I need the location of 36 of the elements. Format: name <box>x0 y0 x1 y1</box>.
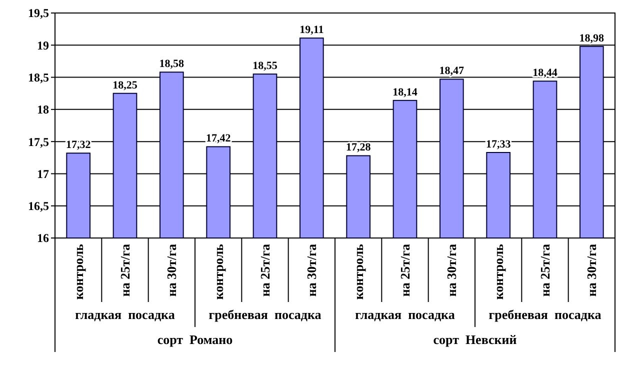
data-label: 18,25 <box>112 79 138 92</box>
text: сорт Невский <box>433 332 518 348</box>
x-tick-label: на 25т/га <box>118 244 133 297</box>
text: гребневая посадка <box>208 307 322 322</box>
data-label: 18,58 <box>159 58 185 70</box>
y-tick-label: 18,5 <box>28 70 49 84</box>
x-tick-label: на 25т/га <box>398 244 413 297</box>
data-label: 17,33 <box>486 138 512 150</box>
x-tick-label: на 25т/га <box>538 244 553 297</box>
data-label: 18,55 <box>252 60 278 72</box>
x-tick-label: на 30т/га <box>304 244 320 297</box>
x-tick-label: на 25т/га <box>258 244 273 297</box>
x-tick-label: контроль <box>70 244 86 300</box>
data-label: 18,47 <box>439 65 465 78</box>
y-tick-label: 19 <box>37 38 49 52</box>
data-label: 18,14 <box>392 86 418 98</box>
x-tick-label: контроль <box>490 244 506 300</box>
y-tick-label: 19,5 <box>28 6 49 20</box>
data-label: 19,11 <box>300 24 324 36</box>
data-label: 17,28 <box>346 142 372 154</box>
x-tick-label: на 30т/га <box>444 244 460 297</box>
y-tick-label: 17 <box>37 166 49 181</box>
x-tick-label: контроль <box>350 244 366 300</box>
x-tick-label: на 30т/га <box>584 244 600 297</box>
y-tick-label: 16 <box>37 231 49 246</box>
data-label: 18,44 <box>532 67 558 80</box>
y-tick-label: 18 <box>37 102 49 117</box>
x-tick-label: на 30т/га <box>164 244 180 297</box>
x-tick-label: контроль <box>210 244 226 300</box>
data-label: 18,98 <box>579 32 605 44</box>
text: гладкая посадка <box>75 307 176 322</box>
text: гладкая посадка <box>355 307 456 322</box>
text: гребневая посадка <box>488 307 602 322</box>
text: сорт Романо <box>157 332 233 348</box>
y-tick-label: 16,5 <box>28 199 49 214</box>
y-tick-label: 17,5 <box>28 134 49 149</box>
